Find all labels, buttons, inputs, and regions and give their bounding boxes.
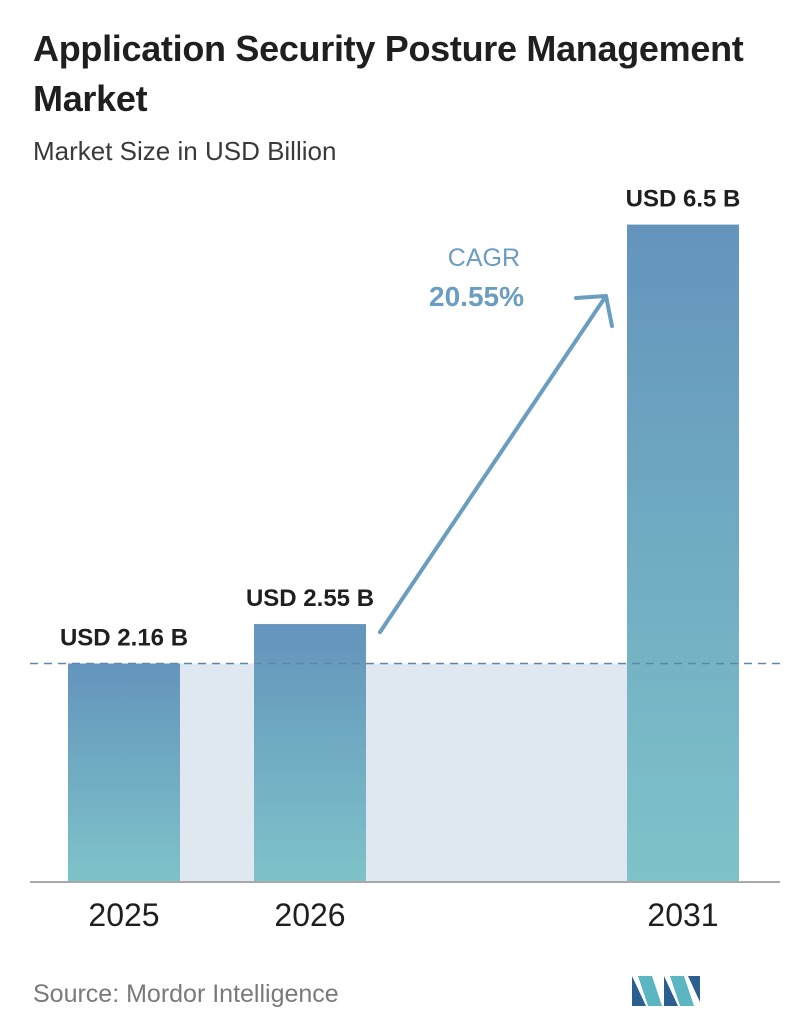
- bar-value-label-2025: USD 2.16 B: [60, 625, 188, 652]
- bars: [68, 224, 739, 883]
- source-note: Source: Mordor Intelligence: [33, 980, 339, 1008]
- bar-2025: [68, 663, 180, 882]
- bar-2031: [627, 224, 739, 883]
- chart-title: Application Security Posture Management …: [33, 28, 744, 119]
- x-tick-label-2026: 2026: [274, 897, 345, 933]
- cagr-label: CAGR: [448, 244, 520, 272]
- cagr-arrow: [378, 294, 614, 635]
- cagr-arrow-shaft: [378, 294, 608, 635]
- cagr-value: 20.55%: [429, 281, 524, 312]
- x-tick-label-2025: 2025: [88, 897, 159, 933]
- mordor-intelligence-logo-icon: [632, 976, 700, 1006]
- chart-subtitle: Market Size in USD Billion: [33, 136, 337, 166]
- cagr-arrow-head: [574, 294, 614, 328]
- bar-value-labels: USD 2.16 B USD 2.55 B USD 6.5 B: [60, 186, 740, 652]
- x-tick-label-2031: 2031: [647, 897, 718, 933]
- bar-value-label-2031: USD 6.5 B: [626, 186, 741, 213]
- bar-2026: [254, 624, 366, 882]
- x-tick-labels: 2025 2026 2031: [88, 897, 718, 933]
- bar-value-label-2026: USD 2.55 B: [246, 585, 374, 612]
